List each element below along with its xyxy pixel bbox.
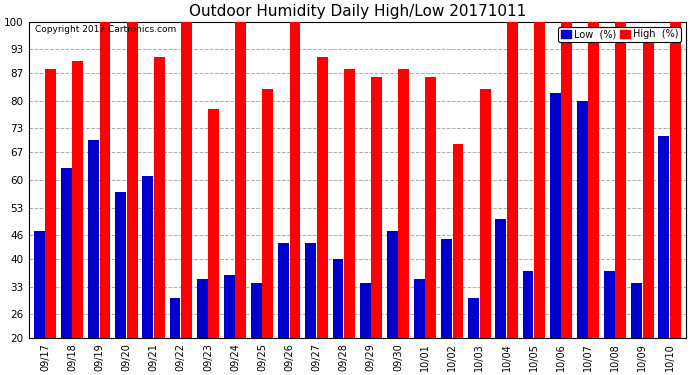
Bar	[317, 57, 328, 338]
Bar	[577, 101, 588, 338]
Bar	[604, 271, 615, 338]
Bar	[359, 283, 371, 338]
Bar	[262, 89, 273, 338]
Bar	[197, 279, 208, 338]
Bar	[170, 298, 181, 338]
Bar	[154, 57, 165, 338]
Title: Outdoor Humidity Daily High/Low 20171011: Outdoor Humidity Daily High/Low 20171011	[188, 4, 526, 19]
Bar	[224, 275, 235, 338]
Bar	[371, 77, 382, 338]
Bar	[398, 69, 409, 338]
Bar	[495, 219, 506, 338]
Bar	[426, 77, 436, 338]
Bar	[115, 192, 126, 338]
Bar	[589, 22, 599, 338]
Bar	[61, 168, 72, 338]
Bar	[34, 231, 45, 338]
Bar	[181, 22, 192, 338]
Bar	[72, 61, 83, 338]
Bar	[522, 271, 533, 338]
Bar	[631, 283, 642, 338]
Bar	[344, 69, 355, 338]
Bar	[251, 283, 262, 338]
Bar	[387, 231, 397, 338]
Bar	[235, 22, 246, 338]
Bar	[88, 140, 99, 338]
Bar	[290, 22, 300, 338]
Bar	[208, 109, 219, 338]
Text: Copyright 2017 Cartronics.com: Copyright 2017 Cartronics.com	[35, 25, 177, 34]
Bar	[142, 176, 153, 338]
Bar	[99, 22, 110, 338]
Bar	[642, 34, 653, 338]
Bar	[127, 22, 137, 338]
Bar	[306, 243, 316, 338]
Bar	[441, 239, 452, 338]
Bar	[453, 144, 464, 338]
Bar	[534, 22, 545, 338]
Bar	[414, 279, 425, 338]
Bar	[333, 259, 344, 338]
Legend: Low  (%), High  (%): Low (%), High (%)	[558, 27, 681, 42]
Bar	[550, 93, 561, 338]
Bar	[278, 243, 289, 338]
Bar	[658, 136, 669, 338]
Bar	[561, 22, 572, 338]
Bar	[480, 89, 491, 338]
Bar	[615, 22, 627, 338]
Bar	[46, 69, 56, 338]
Bar	[469, 298, 479, 338]
Bar	[670, 22, 680, 338]
Bar	[507, 22, 518, 338]
